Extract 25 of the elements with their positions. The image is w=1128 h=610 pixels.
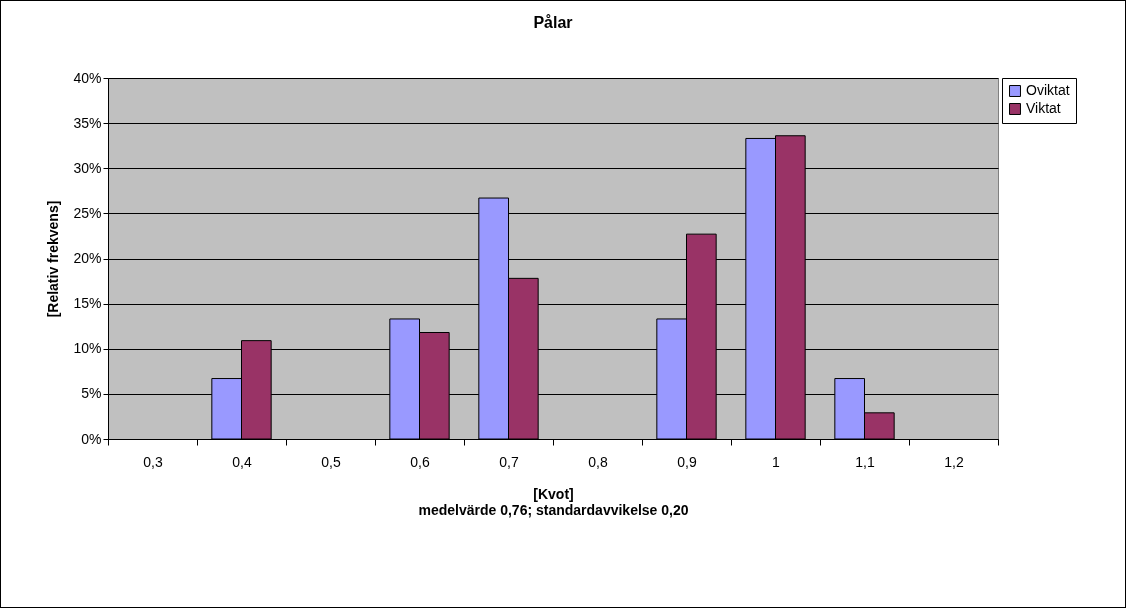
x-tick-label: 0,8 bbox=[588, 453, 608, 470]
x-tick-label: 0,3 bbox=[143, 453, 163, 470]
y-tick-label: 40% bbox=[73, 69, 102, 86]
y-tick-label: 25% bbox=[73, 204, 102, 221]
y-tick-label: 15% bbox=[73, 295, 102, 312]
x-axis-title: [Kvot] bbox=[533, 485, 574, 502]
x-tick-label: 1,2 bbox=[944, 453, 964, 470]
x-tick-label: 1 bbox=[772, 453, 781, 470]
x-tick-label: 0,6 bbox=[410, 453, 430, 470]
x-tick-label: 0,5 bbox=[321, 453, 341, 470]
y-tick-label: 30% bbox=[73, 159, 102, 176]
y-tick-label: 10% bbox=[73, 340, 102, 357]
y-tick-label: 35% bbox=[73, 114, 102, 131]
text: medelvärde 0,76; standardavvikelse 0,20 bbox=[418, 501, 689, 518]
y-tick-label: 5% bbox=[81, 385, 102, 402]
x-tick-label: 0,7 bbox=[499, 453, 519, 470]
y-tick-label: 20% bbox=[73, 250, 102, 266]
chart-title: Pålar bbox=[533, 14, 573, 31]
x-tick-label: 0,9 bbox=[677, 453, 697, 470]
x-tick-label: 0,4 bbox=[232, 453, 252, 470]
legend-label: Oviktat bbox=[1026, 82, 1070, 98]
legend-label: Viktat bbox=[1026, 100, 1061, 116]
y-axis-title: [Relativ frekvens] bbox=[45, 200, 62, 318]
y-tick-label: 0% bbox=[81, 430, 102, 447]
x-tick-label: 1,1 bbox=[855, 453, 875, 470]
